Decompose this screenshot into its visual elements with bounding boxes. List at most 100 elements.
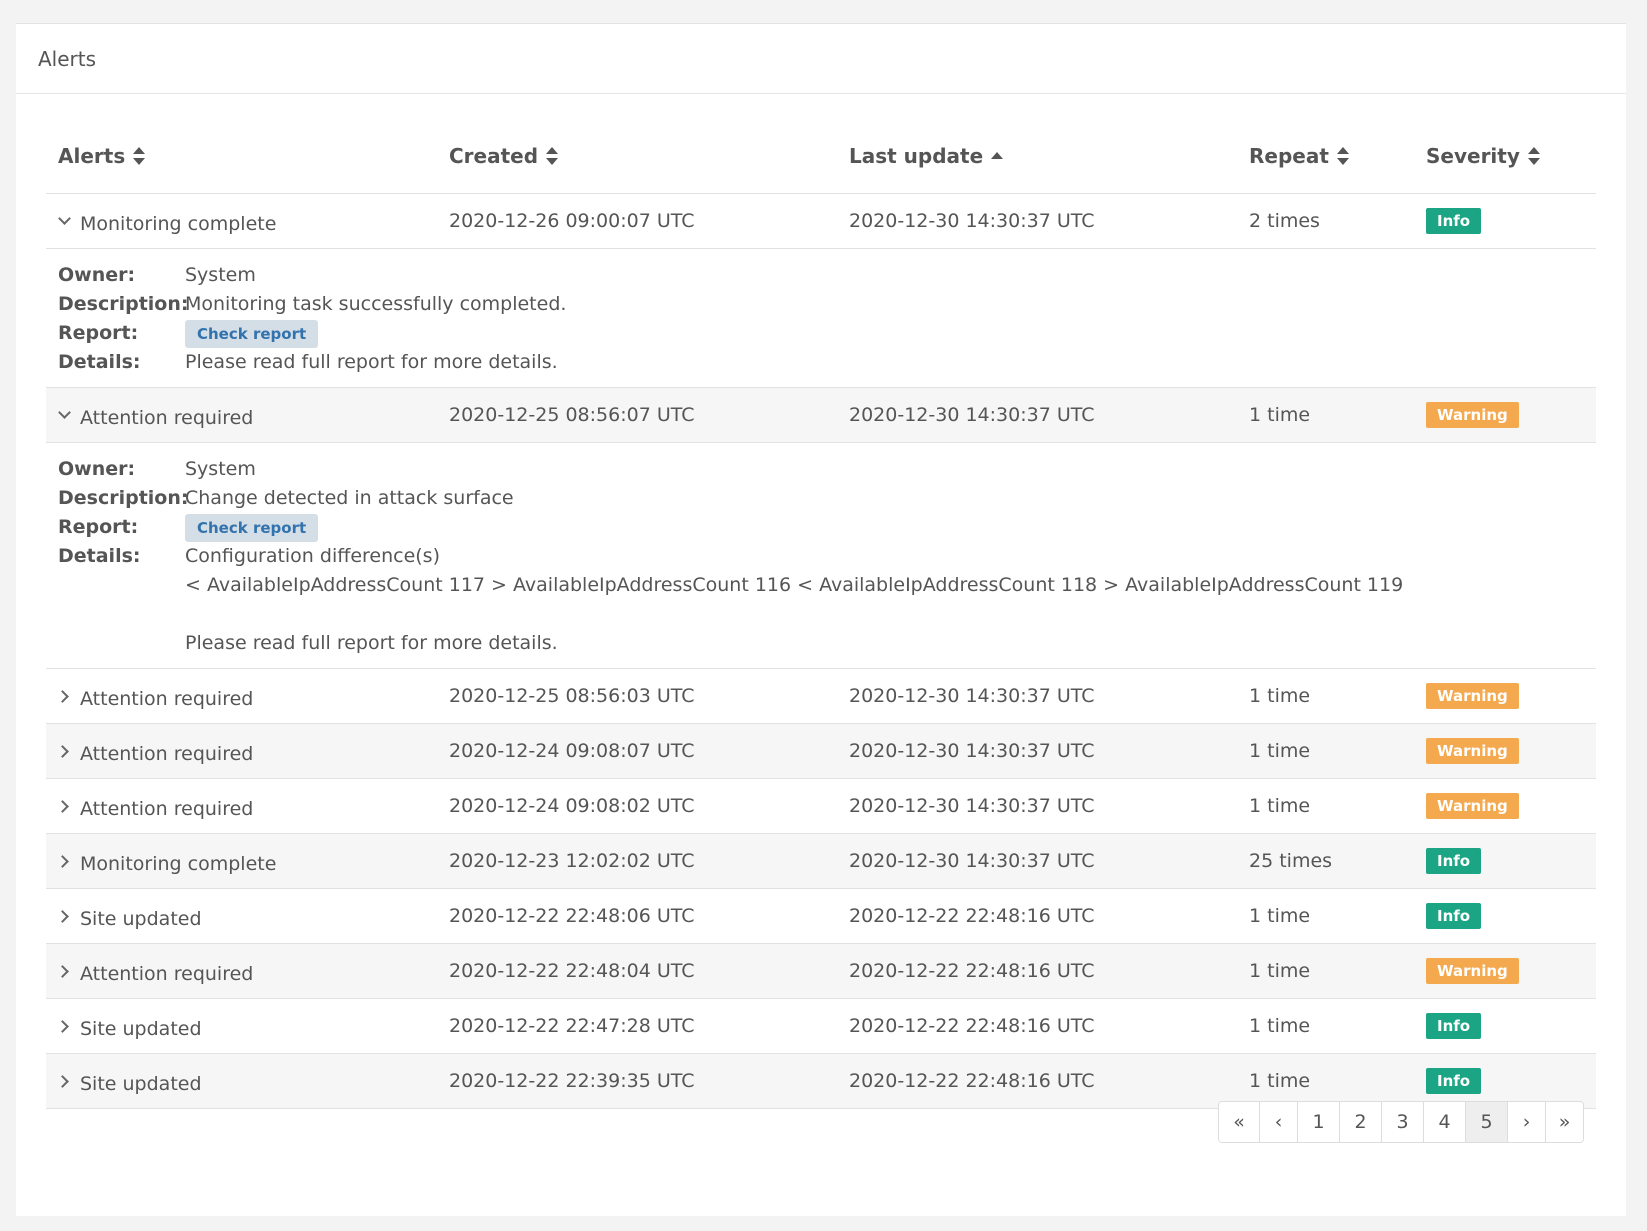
prev-page-button[interactable]: ‹ bbox=[1259, 1102, 1297, 1142]
alert-title-cell[interactable]: Attention required bbox=[58, 669, 253, 723]
created-cell: 2020-12-24 09:08:02 UTC bbox=[449, 795, 695, 817]
first-page-button[interactable]: « bbox=[1219, 1102, 1259, 1142]
chevron-right-icon[interactable] bbox=[58, 964, 72, 978]
owner-value: System bbox=[185, 458, 256, 480]
severity-badge: Warning bbox=[1426, 958, 1519, 984]
owner-row: Owner: System bbox=[58, 261, 1584, 290]
sort-icon[interactable] bbox=[1336, 147, 1349, 165]
severity-cell: Info bbox=[1426, 1054, 1482, 1108]
repeat-cell: 1 time bbox=[1249, 960, 1311, 982]
alert-title-cell[interactable]: Site updated bbox=[58, 999, 202, 1053]
alert-title: Attention required bbox=[80, 743, 254, 765]
column-header-severity[interactable]: Severity bbox=[1426, 119, 1540, 193]
repeat-cell: 1 time bbox=[1249, 1070, 1311, 1092]
sort-icon[interactable] bbox=[546, 147, 559, 165]
table-row[interactable]: Site updated 2020-12-22 22:39:35 UTC 2020-… bbox=[46, 1054, 1596, 1109]
severity-badge: Info bbox=[1426, 208, 1482, 234]
page-2-button[interactable]: 2 bbox=[1339, 1102, 1381, 1142]
repeat-cell: 1 time bbox=[1249, 404, 1311, 426]
repeat-cell: 25 times bbox=[1249, 850, 1333, 872]
severity-badge: Warning bbox=[1426, 402, 1519, 428]
sort-icon[interactable] bbox=[133, 147, 146, 165]
severity-cell: Warning bbox=[1426, 669, 1519, 723]
column-header-repeat[interactable]: Repeat bbox=[1249, 119, 1349, 193]
created-cell: 2020-12-25 08:56:03 UTC bbox=[449, 685, 695, 707]
table-header: Alerts Created Last update Repeat Severity bbox=[46, 119, 1596, 194]
alert-title-cell[interactable]: Monitoring complete bbox=[58, 834, 276, 888]
chevron-right-icon[interactable] bbox=[58, 689, 72, 703]
alert-title-cell[interactable]: Site updated bbox=[58, 1054, 202, 1108]
alert-title-cell[interactable]: Attention required bbox=[58, 724, 253, 778]
sort-icon[interactable] bbox=[1527, 147, 1540, 165]
column-header-label: Repeat bbox=[1249, 144, 1329, 168]
page-3-button[interactable]: 3 bbox=[1381, 1102, 1423, 1142]
sort-asc-icon[interactable] bbox=[991, 147, 1004, 165]
alert-title: Site updated bbox=[80, 1018, 202, 1040]
table-row[interactable]: Attention required 2020-12-25 08:56:07 UT… bbox=[46, 388, 1596, 443]
check-report-button[interactable]: Check report bbox=[185, 514, 319, 542]
alert-title-cell[interactable]: Site updated bbox=[58, 889, 202, 943]
next-page-button[interactable]: › bbox=[1507, 1102, 1545, 1142]
report-label: Report: bbox=[58, 322, 139, 344]
alert-title-cell[interactable]: Attention required bbox=[58, 779, 253, 833]
column-header-label: Created bbox=[449, 144, 539, 168]
chevron-right-icon[interactable] bbox=[58, 1019, 72, 1033]
severity-cell: Warning bbox=[1426, 724, 1519, 778]
last-update-cell: 2020-12-30 14:30:37 UTC bbox=[849, 795, 1095, 817]
column-header-created[interactable]: Created bbox=[449, 119, 559, 193]
column-header-label: Last update bbox=[849, 144, 984, 168]
table-row[interactable]: Site updated 2020-12-22 22:47:28 UTC 2020-… bbox=[46, 999, 1596, 1054]
description-label: Description: bbox=[58, 293, 189, 315]
alert-title: Monitoring complete bbox=[80, 853, 277, 875]
alert-title-cell[interactable]: Attention required bbox=[58, 388, 253, 442]
alert-title-cell[interactable]: Attention required bbox=[58, 944, 253, 998]
alert-details: Owner: System Description: Monitoring task … bbox=[46, 249, 1596, 388]
details-row: Details: Configuration difference(s) < Av… bbox=[58, 542, 1584, 658]
report-row: Report: Check report bbox=[58, 513, 1584, 542]
owner-row: Owner: System bbox=[58, 455, 1584, 484]
page-4-button[interactable]: 4 bbox=[1423, 1102, 1465, 1142]
details-label: Details: bbox=[58, 545, 141, 567]
table-row[interactable]: Monitoring complete 2020-12-26 09:00:07 U… bbox=[46, 194, 1596, 249]
alert-title: Attention required bbox=[80, 963, 254, 985]
description-row: Description: Change detected in attack su… bbox=[58, 484, 1584, 513]
created-cell: 2020-12-22 22:47:28 UTC bbox=[449, 1015, 695, 1037]
severity-badge: Warning bbox=[1426, 683, 1519, 709]
table-row[interactable]: Attention required 2020-12-24 09:08:02 UT… bbox=[46, 779, 1596, 834]
chevron-right-icon[interactable] bbox=[58, 744, 72, 758]
description-value: Change detected in attack surface bbox=[185, 487, 514, 509]
table-body: Monitoring complete 2020-12-26 09:00:07 U… bbox=[46, 194, 1596, 1109]
created-cell: 2020-12-22 22:48:04 UTC bbox=[449, 960, 695, 982]
table-row[interactable]: Attention required 2020-12-22 22:48:04 UT… bbox=[46, 944, 1596, 999]
table-row[interactable]: Attention required 2020-12-24 09:08:07 UT… bbox=[46, 724, 1596, 779]
chevron-right-icon[interactable] bbox=[58, 1074, 72, 1088]
description-label: Description: bbox=[58, 487, 189, 509]
check-report-button[interactable]: Check report bbox=[185, 320, 319, 348]
table-row[interactable]: Attention required 2020-12-25 08:56:03 UT… bbox=[46, 669, 1596, 724]
chevron-down-icon[interactable] bbox=[58, 408, 72, 422]
created-cell: 2020-12-22 22:39:35 UTC bbox=[449, 1070, 695, 1092]
chevron-right-icon[interactable] bbox=[58, 799, 72, 813]
chevron-down-icon[interactable] bbox=[58, 214, 72, 228]
alert-title-cell[interactable]: Monitoring complete bbox=[58, 194, 276, 248]
alerts-table: Alerts Created Last update Repeat Severity M… bbox=[46, 119, 1596, 1109]
table-row[interactable]: Site updated 2020-12-22 22:48:06 UTC 2020-… bbox=[46, 889, 1596, 944]
created-cell: 2020-12-23 12:02:02 UTC bbox=[449, 850, 695, 872]
alert-title: Attention required bbox=[80, 688, 254, 710]
column-header-alerts[interactable]: Alerts bbox=[58, 119, 146, 193]
created-cell: 2020-12-26 09:00:07 UTC bbox=[449, 210, 695, 232]
repeat-cell: 1 time bbox=[1249, 795, 1311, 817]
severity-cell: Info bbox=[1426, 889, 1482, 943]
details-value: Please read full report for more details… bbox=[185, 351, 558, 373]
last-update-cell: 2020-12-30 14:30:37 UTC bbox=[849, 740, 1095, 762]
table-row[interactable]: Monitoring complete 2020-12-23 12:02:02 U… bbox=[46, 834, 1596, 889]
last-update-cell: 2020-12-22 22:48:16 UTC bbox=[849, 1070, 1095, 1092]
chevron-right-icon[interactable] bbox=[58, 909, 72, 923]
last-page-button[interactable]: » bbox=[1545, 1102, 1583, 1142]
chevron-right-icon[interactable] bbox=[58, 854, 72, 868]
page-1-button[interactable]: 1 bbox=[1297, 1102, 1339, 1142]
page-5-button[interactable]: 5 bbox=[1465, 1102, 1507, 1142]
last-update-cell: 2020-12-22 22:48:16 UTC bbox=[849, 905, 1095, 927]
column-header-last-update[interactable]: Last update bbox=[849, 119, 1004, 193]
alert-title: Attention required bbox=[80, 798, 254, 820]
